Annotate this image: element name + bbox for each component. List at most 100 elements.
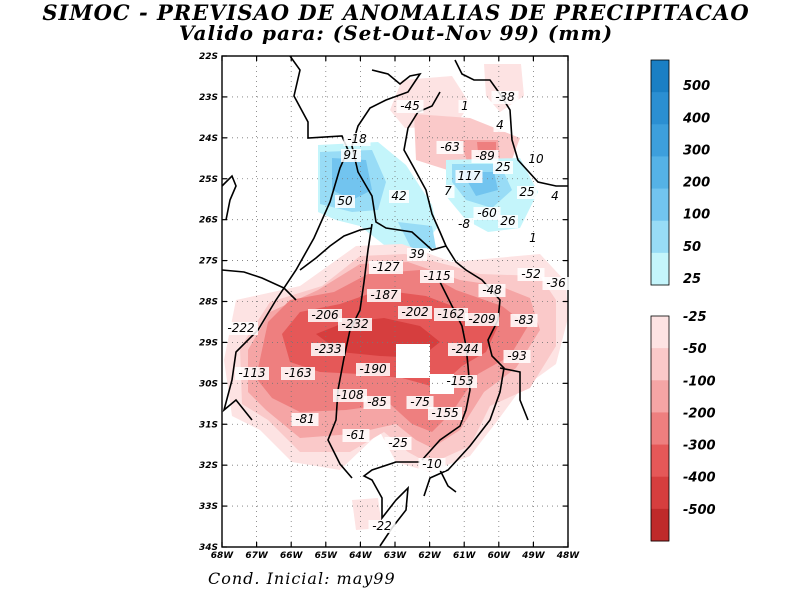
legend-positive-frame	[650, 59, 670, 286]
contour-label-bg	[491, 91, 519, 104]
contour-label-bg	[384, 437, 412, 450]
lat-tick-label: 22S	[199, 52, 218, 62]
country-borders	[221, 55, 568, 547]
lon-tick-label: 49W	[521, 551, 546, 561]
contour-label: 42	[391, 189, 406, 203]
contour-label: -108	[336, 388, 364, 402]
contour-label-bg	[510, 314, 538, 327]
interior-border-line	[327, 223, 373, 479]
contour-label: -45	[400, 99, 420, 113]
anomaly-region	[484, 64, 524, 112]
anomaly-region	[477, 142, 496, 152]
contour-label-bg	[406, 396, 434, 409]
contour-label: 10	[528, 152, 544, 166]
contour-label-bg	[473, 207, 501, 220]
contour-label-bg	[503, 350, 531, 363]
contour-label-bg	[335, 195, 355, 208]
legend-negative-swatch	[651, 476, 669, 510]
legend-negative-label: -400	[683, 471, 716, 486]
lon-tick-label: 61W	[453, 551, 477, 561]
legend-negative-label: -500	[683, 503, 716, 518]
contour-label: -153	[446, 374, 473, 388]
contour-label: 7	[444, 184, 452, 198]
lon-tick-label: 65W	[315, 551, 339, 561]
contour-label-bg	[420, 270, 454, 283]
contour-label: 1	[461, 99, 469, 113]
contour-label: -61	[346, 428, 366, 442]
contour-label: 91	[343, 148, 358, 162]
contour-label: -48	[482, 283, 502, 297]
contour-label-bg	[454, 218, 474, 231]
contour-label-bg	[398, 306, 432, 319]
contour-label-bg	[441, 185, 455, 198]
legend-negative-label: -300	[683, 439, 716, 454]
brazil-border-line	[454, 59, 568, 187]
contour-label: -244	[451, 342, 478, 356]
legend-positive-swatch	[651, 156, 669, 190]
legend-negative-swatch	[651, 412, 669, 446]
contour-label-bg	[517, 268, 545, 281]
contour-label: 50	[337, 194, 353, 208]
contour-label: -63	[440, 140, 460, 154]
contour-label-bg	[343, 133, 371, 146]
contour-label-bg	[369, 261, 403, 274]
legend-negative-swatch	[651, 348, 669, 381]
lat-tick-label: 30S	[199, 379, 218, 389]
lat-tick-label: 28S	[199, 298, 218, 308]
contour-label: -36	[546, 276, 566, 290]
color-legend: 500 400 300 200 100 50 25 -25 -50 -100 -200 -300 -40…	[650, 59, 716, 542]
contour-label: -38	[495, 90, 515, 104]
contour-label: -115	[423, 269, 450, 283]
axis-ticks: 22S23S24S25S26S27S28S29S30S31S32S33S34S6…	[199, 52, 580, 561]
legend-negative-frame	[650, 315, 670, 542]
contour-label-bg	[291, 413, 319, 426]
interior-border-line	[221, 174, 237, 221]
legend-negative-swatch	[651, 508, 669, 542]
contour-label: -190	[359, 362, 387, 376]
contour-label-bg	[493, 161, 513, 174]
paraguay-border-line	[351, 69, 448, 251]
contour-label: -93	[507, 349, 527, 363]
contour-label-bg	[308, 309, 342, 322]
lat-tick-label: 33S	[199, 502, 218, 512]
contour-label-bg	[356, 363, 390, 376]
interior-border-line	[299, 227, 373, 271]
contour-label-bg	[428, 407, 462, 420]
contour-label-bg	[342, 429, 370, 442]
lat-tick-label: 31S	[199, 420, 218, 430]
contour-label-bg	[367, 289, 401, 302]
contour-label: -127	[372, 260, 400, 274]
contour-label-bg	[389, 190, 409, 203]
contour-label-bg	[418, 458, 446, 471]
contour-label: -18	[347, 132, 367, 146]
contour-label: -155	[431, 406, 458, 420]
contour-label-bg	[517, 186, 537, 199]
legend-positive-swatch	[651, 92, 669, 125]
contour-label-bg	[281, 367, 315, 380]
contour-label-bg	[458, 100, 472, 113]
map-title-line2: Valido para: (Set-Out-Nov 99) (mm)	[178, 21, 614, 45]
contour-label-bg	[526, 232, 540, 245]
contour-label: -25	[388, 436, 408, 450]
andes-border-line	[222, 55, 349, 421]
contour-label-bg	[338, 318, 372, 331]
legend-positive-swatch	[651, 188, 669, 222]
legend-negative-label: -25	[683, 310, 707, 325]
contour-label: 4	[551, 189, 559, 203]
lat-tick-label: 26S	[199, 216, 218, 226]
initial-condition-caption: Cond. Inicial: may99	[208, 569, 396, 588]
lon-tick-label: 63W	[384, 551, 408, 561]
contour-label: -187	[370, 288, 398, 302]
contour-label: 117	[458, 169, 481, 183]
contour-label: -8	[458, 217, 470, 231]
contour-label: -233	[314, 342, 341, 356]
legend-negative-swatch	[651, 380, 669, 413]
contour-label: -162	[437, 307, 464, 321]
contour-label-layer: -45 1 -38 4 -18 91 -63 -89 10 25 117 7 25 4 42 50 -8 -602…	[224, 90, 570, 533]
contour-label-bg	[542, 277, 570, 290]
contour-label: -232	[341, 317, 368, 331]
contour-label-bg	[498, 215, 518, 228]
lon-tick-label: 64W	[349, 551, 373, 561]
contour-label-bg	[368, 520, 396, 533]
